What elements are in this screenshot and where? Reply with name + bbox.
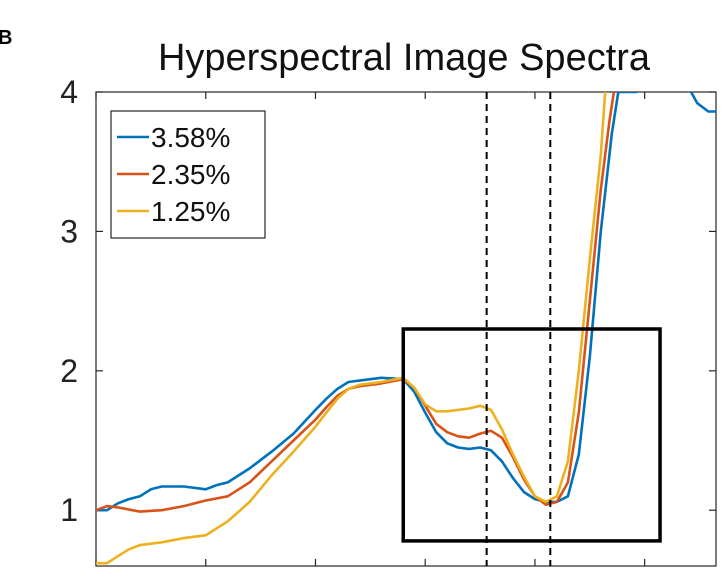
y-tick-label: 2	[60, 353, 78, 389]
y-tick-label: 1	[60, 492, 78, 528]
series-line-1	[96, 92, 716, 512]
legend-label-3: 1.25%	[151, 196, 230, 227]
y-tick-label: 4	[60, 74, 78, 110]
y-tick-label: 3	[60, 213, 78, 249]
chart-title: Hyperspectral Image Spectra	[158, 37, 651, 79]
panel-label: B	[0, 27, 12, 49]
legend-label-2: 2.35%	[151, 159, 230, 190]
axes-box	[95, 91, 717, 567]
legend-label-1: 3.58%	[151, 122, 230, 153]
plot-area: 1 2 3 4 3.58% 2.35% 1.25%	[60, 74, 717, 567]
annotation-box	[401, 327, 662, 543]
